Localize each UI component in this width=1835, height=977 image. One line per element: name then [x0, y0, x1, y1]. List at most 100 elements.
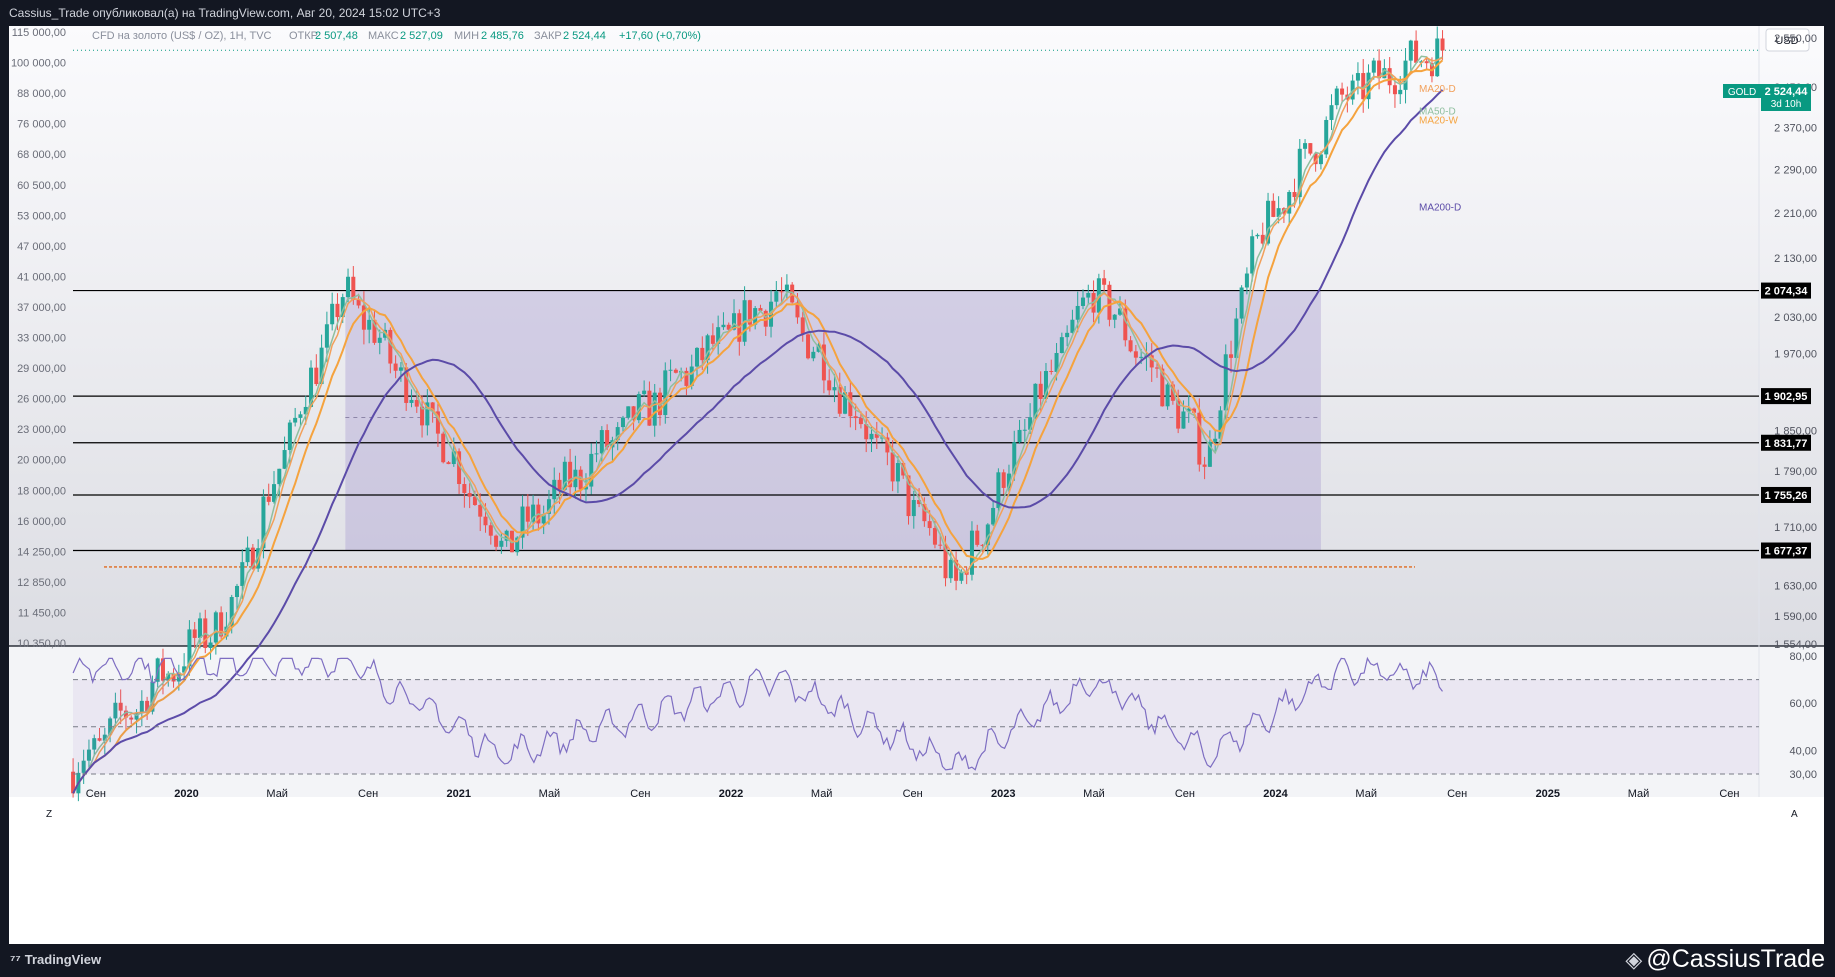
legend-close-label: ЗАКР	[534, 30, 562, 42]
candle-body	[319, 347, 324, 385]
candle-body	[1186, 408, 1191, 412]
candle-body	[673, 369, 678, 373]
candle-body	[1112, 314, 1117, 320]
candle-body	[118, 702, 123, 711]
candle-body	[917, 500, 922, 505]
candle-body	[1297, 148, 1302, 198]
level-price-label: 2 074,34	[1765, 286, 1809, 298]
right-axis-tick: 2 210,00	[1774, 208, 1817, 220]
candle-body	[1392, 85, 1397, 95]
candle-body	[726, 324, 731, 330]
x-tick-label: Сен	[1447, 788, 1467, 800]
candle-body	[245, 547, 250, 563]
candle-body	[1118, 308, 1123, 315]
candle-body	[483, 516, 488, 526]
candle-body	[1303, 143, 1308, 149]
candle-body	[1170, 384, 1175, 401]
candle-body	[488, 525, 493, 536]
candle-body	[182, 666, 187, 673]
scale-zoom-button[interactable]: Z	[46, 809, 52, 820]
candle-body	[1028, 417, 1033, 430]
left-axis-tick: 11 450,00	[18, 607, 66, 619]
candle-body	[1160, 368, 1165, 407]
legend-low: 2 485,76	[481, 30, 524, 42]
candle-body	[414, 399, 419, 407]
candle-body	[1128, 340, 1133, 352]
candle-body	[494, 535, 499, 547]
chart-frame: CFD на золото (US$ / OZ), 1H, TVC ОТКР 2…	[9, 26, 1824, 944]
rsi-axis-tick: 80,00	[1789, 651, 1817, 663]
candle-body	[356, 299, 361, 306]
currency-button[interactable]: USD	[1765, 28, 1810, 52]
candle-body	[377, 337, 382, 343]
candle-body	[462, 484, 467, 494]
candle-body	[1102, 278, 1107, 285]
candle-body	[187, 629, 192, 667]
left-axis-tick: 12 850,00	[17, 577, 66, 589]
candle-body	[1334, 88, 1339, 106]
candle-body	[1414, 40, 1419, 63]
candle-body	[1059, 337, 1064, 354]
candle-body	[525, 506, 530, 522]
candle-body	[1287, 192, 1292, 214]
candle-body	[552, 479, 557, 500]
candle-body	[1176, 400, 1181, 429]
candle-body	[716, 327, 721, 344]
candle-body	[954, 559, 959, 581]
candle-body	[1398, 89, 1403, 95]
candle-body	[922, 504, 927, 522]
candle-body	[303, 406, 308, 415]
candle-body	[250, 547, 255, 569]
left-axis-tick: 10 350,00	[17, 638, 66, 650]
candle-body	[92, 738, 97, 750]
right-axis-tick: 1 630,00	[1774, 581, 1817, 593]
right-axis-tick: 1 590,00	[1774, 611, 1817, 623]
right-axis-tick: 2 290,00	[1774, 165, 1817, 177]
x-tick-label: Сен	[630, 788, 650, 800]
candle-body	[531, 504, 536, 522]
publisher-line: Cassius_Trade опубликовал(а) на TradingV…	[9, 6, 441, 20]
candle-body	[784, 284, 789, 292]
candle-body	[335, 303, 340, 318]
candle-body	[1313, 153, 1318, 165]
candle-body	[959, 571, 964, 581]
candle-body	[367, 319, 372, 330]
candle-body	[81, 760, 86, 773]
level-price-label: 1 677,37	[1765, 546, 1808, 558]
candle-body	[240, 562, 245, 586]
right-axis-tick: 1 970,00	[1774, 349, 1817, 361]
x-tick-label: Сен	[86, 788, 106, 800]
scale-auto-button[interactable]: A	[1791, 809, 1798, 820]
candle-body	[594, 453, 599, 455]
chart-svg[interactable]: CFD на золото (US$ / OZ), 1H, TVC ОТКР 2…	[9, 26, 1824, 944]
candle-body	[568, 461, 573, 488]
level-price-tag	[1761, 542, 1811, 559]
candle-body	[890, 452, 895, 482]
candle-body	[636, 394, 641, 421]
tradingview-logo[interactable]: ⁷⁷ TradingView	[10, 952, 101, 967]
candle-body	[1123, 308, 1128, 341]
candle-body	[1408, 40, 1413, 61]
candle-body	[1192, 408, 1197, 413]
candle-body	[1244, 273, 1249, 288]
candle-body	[134, 713, 139, 720]
candle-body	[277, 468, 282, 485]
left-axis-tick: 115 000,00	[12, 27, 66, 39]
legend-change: +17,60 (+0,70%)	[619, 30, 701, 42]
level-price-label: 1 755,26	[1765, 490, 1808, 502]
candle-body	[1149, 355, 1154, 368]
candle-body	[583, 486, 588, 490]
right-axis-tick: 1 850,00	[1774, 426, 1817, 438]
right-axis-tick: 2 030,00	[1774, 312, 1817, 324]
candle-body	[1229, 354, 1234, 358]
candle-body	[1202, 464, 1207, 467]
candle-body	[1049, 370, 1054, 372]
ma-label: MA20-D	[1419, 84, 1456, 95]
consolidation-range-box	[345, 290, 1321, 551]
candle-body	[858, 418, 863, 425]
candle-body	[219, 612, 224, 637]
candle-body	[425, 402, 430, 426]
candle-body	[309, 367, 314, 407]
candle-body	[695, 347, 700, 367]
legend-open: 2 507,48	[315, 30, 358, 42]
